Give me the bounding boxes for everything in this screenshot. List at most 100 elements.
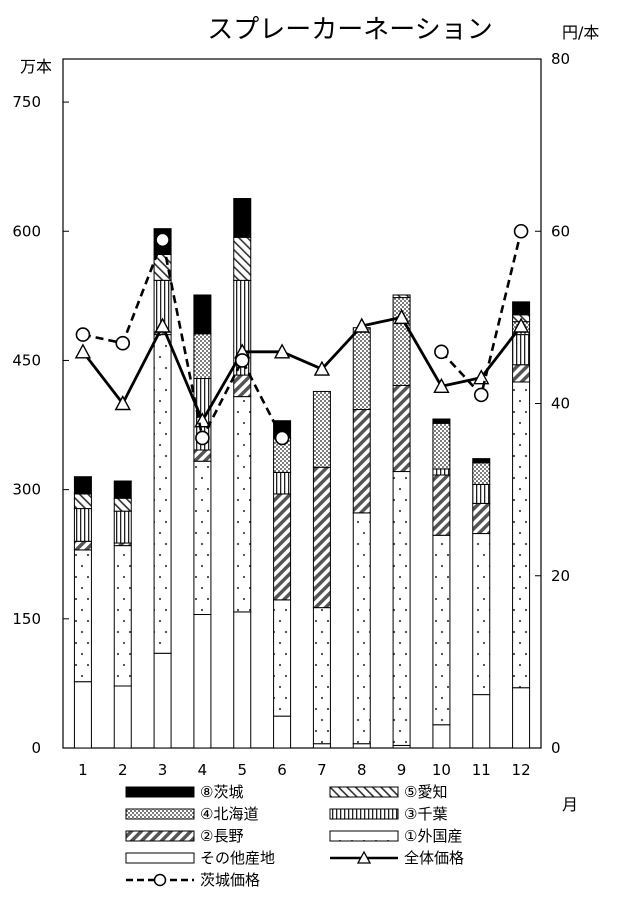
legend-label: ⑤愛知 [404,783,447,801]
bar-segment [473,695,490,748]
price-line [83,240,282,438]
legend-label: ④北海道 [200,805,258,823]
ibaraki-price-marker [116,337,129,350]
left-axis-tick-label: 450 [12,351,41,369]
bar-segment [513,382,530,688]
x-axis-tick-label: 11 [472,761,491,779]
legend-item: ②長野 [126,827,243,845]
legend-item: ⑧茨城 [126,783,243,801]
bar-segment [353,410,370,513]
chart-title: スプレーカーネーション [207,15,492,45]
bar-segment [433,423,450,469]
x-axis-tick-label: 3 [158,761,168,779]
bars [74,199,529,748]
bar-segment [353,513,370,744]
x-axis-tick-label: 7 [317,761,327,779]
x-axis-tick-label: 5 [237,761,247,779]
bar-segment [194,295,211,334]
bar-segment [513,365,530,382]
legend-item: 全体価格 [330,849,464,867]
bar-segment [194,334,211,379]
bar-segment [473,459,490,463]
bar-segment [393,385,410,471]
ibaraki-price-marker [236,354,249,367]
bar-segment [74,477,91,494]
bar-segment [74,541,91,550]
bar-segment [473,534,490,695]
legend-item: ⑤愛知 [330,783,447,801]
bar-segment [234,612,251,748]
left-axis-tick-label: 0 [31,739,41,757]
bar-segment [353,328,370,410]
bar-segment [234,375,251,397]
x-axis-tick-label: 6 [277,761,287,779]
legend-swatch [330,831,398,841]
left-axis-tick-label: 150 [12,610,41,628]
bar-segment [513,302,530,315]
x-axis-tick-label: 9 [397,761,407,779]
bar-segment [313,391,330,467]
legend-item: 茨城価格 [126,871,260,889]
left-axis-tick-label: 750 [12,93,41,111]
bar-segment [274,716,291,748]
bar-segment [194,615,211,748]
legend-swatch [126,853,194,863]
circle-marker-icon [155,875,166,886]
legend-label: ①外国産 [404,827,462,845]
x-axis-tick-label: 1 [78,761,88,779]
x-axis-tick-label: 4 [198,761,208,779]
bar-segment [114,481,131,498]
bar-segment [473,484,490,503]
ibaraki-price-marker [475,388,488,401]
x-axis-unit: 月 [562,795,578,814]
bar-segment [313,608,330,744]
overall-price-marker [76,345,90,358]
legend-item: ①外国産 [330,827,462,845]
legend-item: ④北海道 [126,805,258,823]
left-axis-tick-label: 300 [12,481,41,499]
bar-segment [274,494,291,600]
ibaraki-price-marker [156,233,169,246]
bar-segment [74,550,91,682]
legend-item: ③千葉 [330,805,447,823]
x-axis-tick-label: 12 [512,761,531,779]
right-axis-unit: 円/本 [562,23,599,42]
ibaraki-price-marker [435,345,448,358]
bar-segment [194,450,211,461]
right-axis-tick-label: 60 [551,222,570,240]
bar-segment [473,503,490,533]
legend-label: ②長野 [200,827,243,845]
bar-segment [274,600,291,716]
bar-segment [74,494,91,509]
plot-area [63,59,541,748]
legend-swatch [126,809,194,819]
bar-segment [234,237,251,280]
bar-segment [274,472,291,494]
bar-segment [433,535,450,724]
bar-segment [74,509,91,542]
bar-segment [154,335,171,654]
ibaraki-price-marker [196,431,209,444]
ibaraki-price-marker [515,225,528,238]
bar-segment [234,199,251,238]
legend: ⑧茨城 ⑤愛知 ④北海道 ③千葉 ②長野 ①外国産その他産地 全体価格茨城価格 [126,783,464,889]
bar-segment [353,744,370,748]
x-axis-tick-label: 10 [432,761,451,779]
bar-segment [473,463,490,485]
legend-item: その他産地 [126,849,275,867]
legend-label: 全体価格 [404,849,464,867]
bar-segment [513,335,530,365]
legend-swatch [330,787,398,797]
bar-segment [114,686,131,748]
left-axis-tick-label: 600 [12,222,41,240]
bar-segment [74,682,91,748]
legend-swatch [126,831,194,841]
bar-segment [433,419,450,423]
legend-swatch [330,809,398,819]
price-lines [76,225,528,445]
legend-label: その他産地 [200,849,275,867]
x-axis-tick-label: 2 [118,761,128,779]
right-axis-tick-label: 20 [551,567,570,585]
bar-segment [313,467,330,607]
